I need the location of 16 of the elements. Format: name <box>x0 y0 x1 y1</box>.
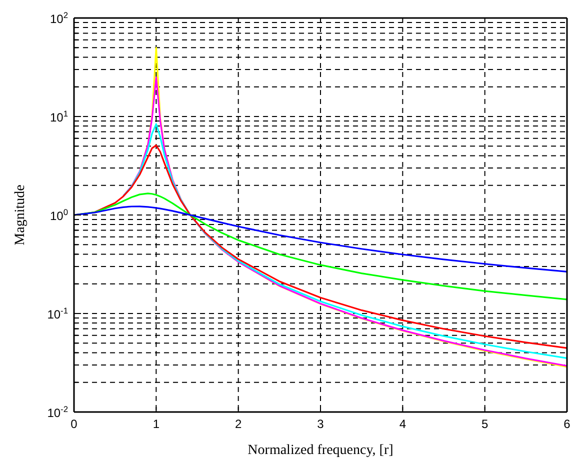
x-tick-label: 5 <box>481 417 488 431</box>
x-tick-label: 6 <box>564 417 571 431</box>
y-tick-label: 10$^{2}$ <box>50 10 68 26</box>
line-series <box>122 123 568 359</box>
y-tick-label: 10$^{-1}$ <box>47 306 68 322</box>
x-tick-label: 2 <box>234 417 242 431</box>
x-tick-label: 3 <box>317 417 324 431</box>
x-tick-label: 1 <box>152 417 160 431</box>
y-axis-title: Magnitude <box>13 184 28 246</box>
x-tick-label: 4 <box>399 417 406 431</box>
y-tick-label: 10$^{1}$ <box>50 108 68 124</box>
y-tick-label: 10$^{-2}$ <box>47 404 68 420</box>
line-series <box>73 206 568 272</box>
x-axis-title: Normalized frequency, [r] <box>248 443 394 458</box>
y-tick-label: 10$^{0}$ <box>50 207 68 223</box>
x-tick-label: 0 <box>70 417 78 431</box>
